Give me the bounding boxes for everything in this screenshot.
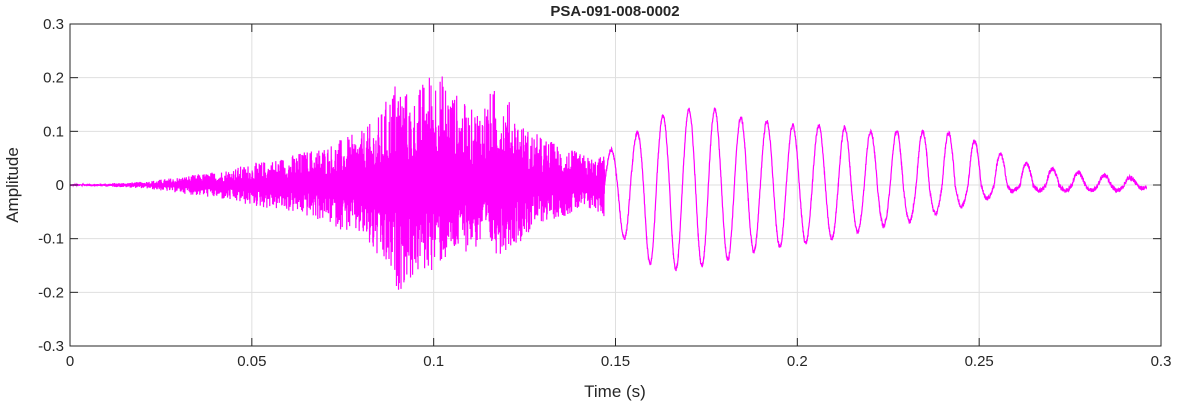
y-tick-label: 0.2 bbox=[43, 70, 64, 87]
x-tick-label: 0.1 bbox=[423, 353, 444, 370]
y-tick-label: -0.2 bbox=[38, 284, 64, 301]
y-tick-label: -0.1 bbox=[38, 231, 64, 248]
x-tick-label: 0.2 bbox=[787, 353, 808, 370]
y-tick-label: 0 bbox=[56, 177, 64, 194]
y-tick-label: 0.1 bbox=[43, 123, 64, 140]
signal-series bbox=[69, 76, 1148, 290]
signal-line bbox=[69, 76, 1148, 290]
x-tick-label: 0.05 bbox=[237, 353, 266, 370]
x-axis-label: Time (s) bbox=[584, 382, 646, 401]
x-tick-label: 0.3 bbox=[1151, 353, 1172, 370]
x-axis: 0 0.05 0.1 0.15 0.2 0.25 0.3 bbox=[66, 24, 1172, 370]
x-tick-label: 0.15 bbox=[601, 353, 630, 370]
y-tick-label: -0.3 bbox=[38, 338, 64, 355]
y-axis-label: Amplitude bbox=[3, 147, 22, 223]
y-tick-label: 0.3 bbox=[43, 16, 64, 33]
x-tick-label: 0 bbox=[66, 353, 74, 370]
x-tick-label: 0.25 bbox=[965, 353, 994, 370]
y-axis: -0.3 -0.2 -0.1 0 0.1 0.2 0.3 bbox=[38, 16, 1161, 355]
chart-title: PSA-091-008-0002 bbox=[550, 3, 679, 20]
